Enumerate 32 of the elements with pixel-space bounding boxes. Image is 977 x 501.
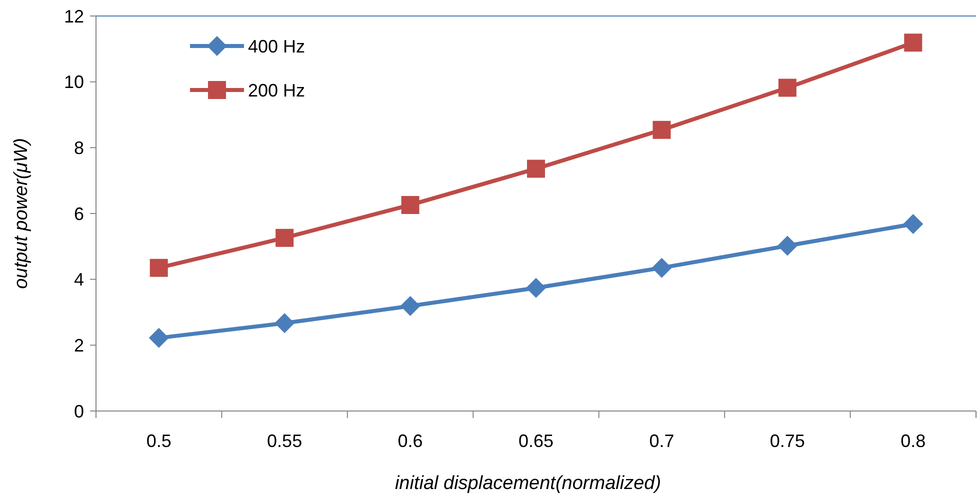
point bbox=[526, 278, 546, 298]
point bbox=[400, 296, 420, 316]
point bbox=[904, 34, 922, 52]
point bbox=[401, 196, 420, 214]
point bbox=[274, 313, 295, 334]
point bbox=[652, 258, 672, 278]
point bbox=[777, 236, 798, 256]
legend-label: 400 Hz bbox=[248, 36, 306, 56]
y-tick-label: 4 bbox=[74, 270, 84, 290]
point bbox=[652, 120, 671, 139]
point bbox=[148, 328, 169, 348]
y-tick-label: 12 bbox=[64, 6, 84, 26]
x-tick-label: 0.55 bbox=[267, 431, 302, 451]
y-axis-title: output power(μW) bbox=[11, 138, 32, 289]
x-tick-label: 0.6 bbox=[398, 431, 423, 451]
point bbox=[903, 214, 924, 234]
y-tick-label: 0 bbox=[74, 401, 84, 422]
point bbox=[527, 160, 545, 178]
x-axis-title: initial displacement(normalized) bbox=[394, 473, 662, 494]
x-tick-label: 0.75 bbox=[770, 431, 805, 451]
y-tick-label: 6 bbox=[74, 204, 84, 224]
point bbox=[778, 78, 796, 97]
x-tick-label: 0.7 bbox=[649, 431, 674, 451]
x-tick-label: 0.5 bbox=[146, 431, 172, 451]
y-tick-label: 2 bbox=[74, 335, 84, 356]
x-tick-label: 0.8 bbox=[900, 431, 926, 451]
point bbox=[276, 228, 294, 247]
x-tick-label: 0.65 bbox=[518, 431, 554, 451]
point bbox=[150, 258, 168, 277]
y-tick-label: 10 bbox=[64, 72, 84, 92]
y-tick-label: 8 bbox=[74, 138, 84, 158]
legend-label: 200 Hz bbox=[248, 80, 306, 100]
